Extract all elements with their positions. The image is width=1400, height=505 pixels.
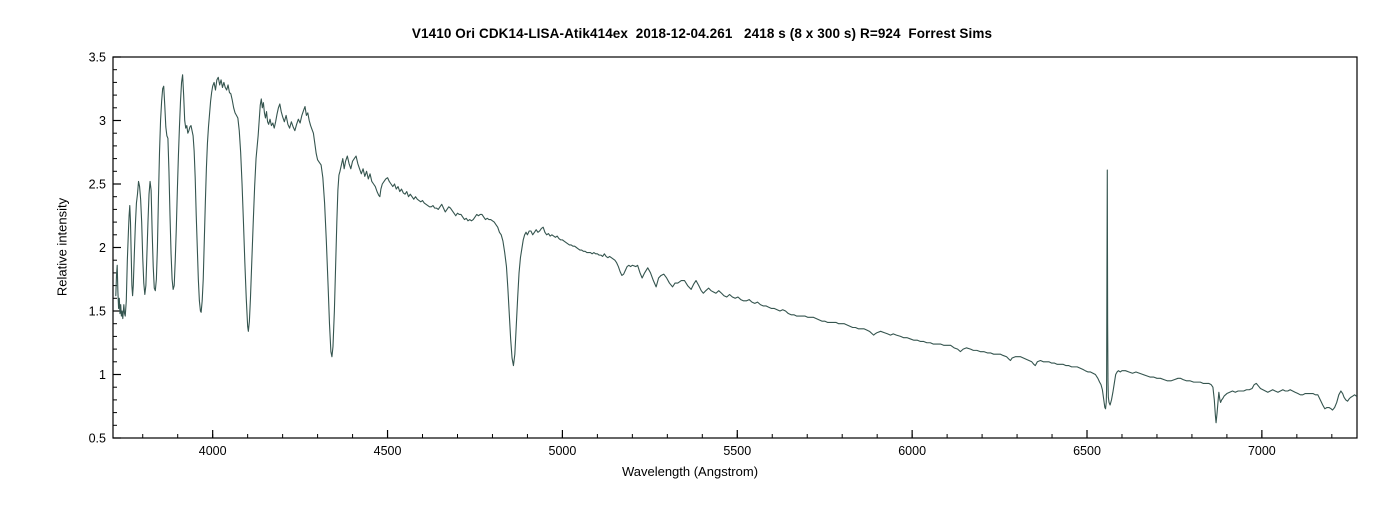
x-tick-label: 4500 xyxy=(374,444,402,458)
y-tick-label: 1.5 xyxy=(89,305,106,319)
x-tick-label: 7000 xyxy=(1248,444,1276,458)
x-axis-label: Wavelength (Angstrom) xyxy=(621,464,759,479)
x-tick-label: 6000 xyxy=(898,444,926,458)
y-tick-label: 3.5 xyxy=(89,51,106,65)
x-tick-label: 5500 xyxy=(723,444,751,458)
x-tick-label: 5000 xyxy=(549,444,577,458)
y-tick-label: 0.5 xyxy=(89,432,106,446)
x-tick-label: 6500 xyxy=(1073,444,1101,458)
y-tick-label: 2.5 xyxy=(89,178,106,192)
y-axis-label: Relative intensity xyxy=(54,197,70,297)
x-tick-label: 4000 xyxy=(199,444,227,458)
y-tick-label: 1 xyxy=(99,368,106,382)
y-tick-label: 2 xyxy=(99,241,106,255)
plot-title: V1410 Ori CDK14-LISA-Atik414ex 2018-12-0… xyxy=(411,26,993,41)
y-tick-label: 3 xyxy=(99,114,106,128)
spectrum-line xyxy=(115,74,1357,424)
